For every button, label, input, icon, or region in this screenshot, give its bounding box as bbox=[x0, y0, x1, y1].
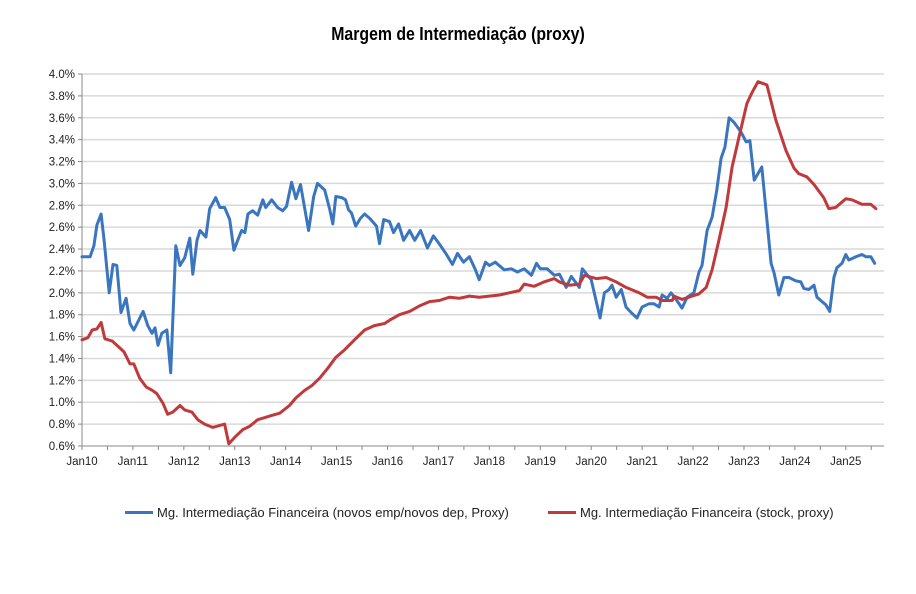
y-tick-label: 3.2% bbox=[49, 157, 75, 169]
y-tick-label: 1.0% bbox=[49, 397, 75, 409]
x-tick-label: Jan25 bbox=[830, 456, 861, 468]
legend-item-stock: Mg. Intermediação Financeira (stock, pro… bbox=[548, 505, 834, 520]
y-tick-label: 2.6% bbox=[49, 222, 75, 234]
legend-swatch-blue bbox=[125, 511, 153, 514]
x-tick-label: Jan12 bbox=[168, 456, 199, 468]
y-tick-label: 3.4% bbox=[49, 135, 75, 147]
x-tick-label: Jan16 bbox=[372, 456, 403, 468]
series-line-stock bbox=[80, 80, 878, 446]
x-tick-label: Jan11 bbox=[118, 456, 148, 468]
x-tick-label: Jan17 bbox=[423, 456, 454, 468]
y-tick-label: 1.2% bbox=[49, 375, 75, 387]
x-tick-label: Jan20 bbox=[576, 456, 607, 468]
x-tick-label: Jan15 bbox=[321, 456, 352, 468]
x-tick-label: Jan10 bbox=[66, 456, 97, 468]
y-tick-label: 2.0% bbox=[49, 288, 75, 300]
x-tick-label: Jan21 bbox=[626, 456, 657, 468]
x-tick-label: Jan24 bbox=[779, 456, 811, 468]
x-tick-label: Jan23 bbox=[728, 456, 759, 468]
y-tick-label: 2.4% bbox=[49, 244, 75, 256]
legend-label: Mg. Intermediação Financeira (novos emp/… bbox=[157, 505, 509, 520]
legend-label: Mg. Intermediação Financeira (stock, pro… bbox=[580, 505, 834, 520]
y-tick-label: 2.8% bbox=[49, 200, 75, 212]
y-tick-label: 1.8% bbox=[49, 310, 75, 322]
x-tick-label: Jan18 bbox=[474, 456, 505, 468]
x-tick-label: Jan22 bbox=[677, 456, 708, 468]
series-line-novos bbox=[80, 116, 877, 375]
legend-item-novos: Mg. Intermediação Financeira (novos emp/… bbox=[125, 505, 509, 520]
y-tick-label: 1.6% bbox=[49, 332, 75, 344]
y-tick-label: 4.0% bbox=[49, 69, 75, 81]
y-tick-label: 0.8% bbox=[49, 419, 75, 431]
x-tick-label: Jan14 bbox=[270, 456, 302, 468]
y-tick-label: 3.6% bbox=[49, 113, 75, 125]
legend-swatch-red bbox=[548, 511, 576, 514]
y-tick-label: 3.8% bbox=[49, 91, 75, 103]
x-tick-label: Jan19 bbox=[525, 456, 556, 468]
chart-title: Margem de Intermediação (proxy) bbox=[331, 24, 585, 44]
x-tick-label: Jan13 bbox=[219, 456, 250, 468]
y-tick-label: 1.4% bbox=[49, 353, 75, 365]
y-tick-label: 2.2% bbox=[49, 266, 75, 278]
y-tick-label: 0.6% bbox=[49, 441, 75, 453]
y-tick-label: 3.0% bbox=[49, 178, 75, 190]
